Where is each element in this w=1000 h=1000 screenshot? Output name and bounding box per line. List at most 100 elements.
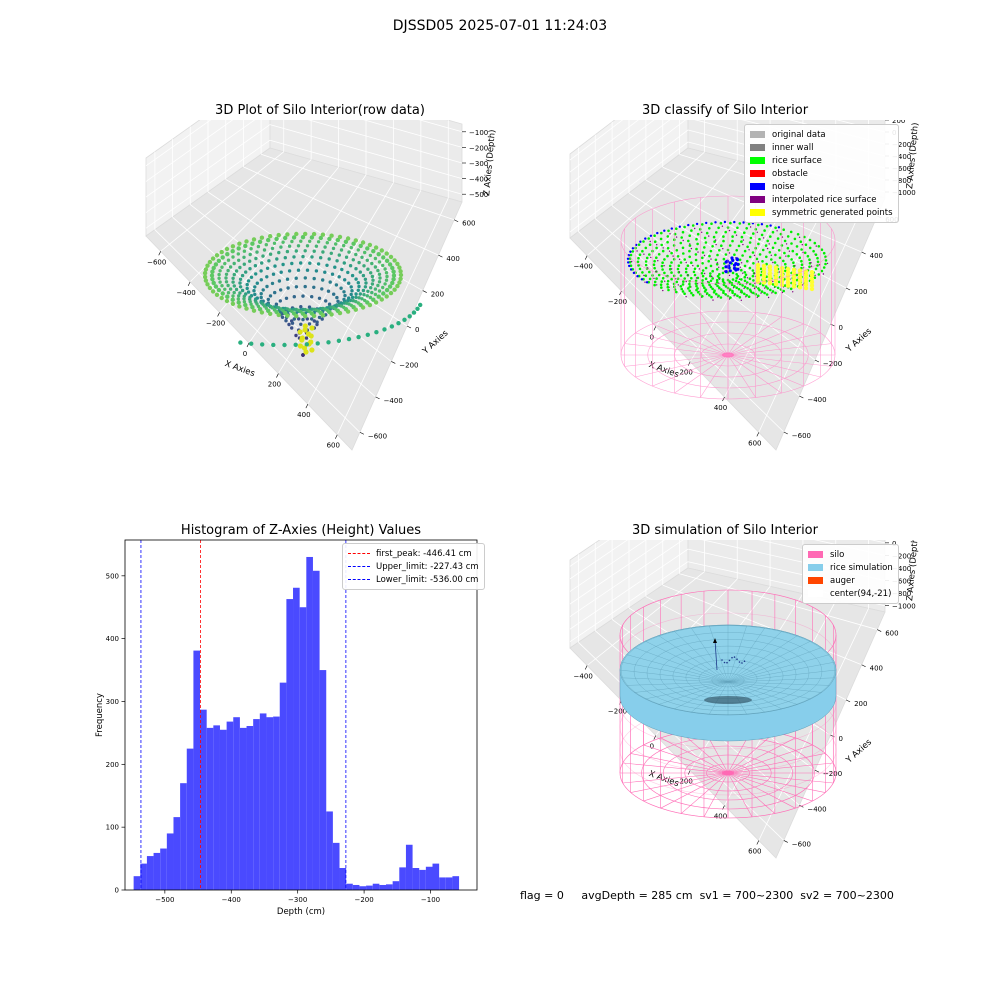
- rice-surface-point: [681, 246, 685, 250]
- classified-points: [626, 220, 829, 358]
- rice-surface-point: [708, 294, 711, 297]
- raw-data-point: [397, 280, 402, 285]
- rice-surface-point: [711, 245, 714, 248]
- symmetric-point: [779, 272, 785, 278]
- interpolated-point: [678, 258, 681, 260]
- rice-surface-point: [720, 244, 723, 247]
- raw-data-point: [224, 272, 229, 276]
- raw-data-point: [244, 270, 248, 274]
- rice-surface-point: [735, 273, 738, 276]
- raw-data-point: [345, 236, 351, 241]
- raw-data-point: [335, 259, 339, 263]
- rice-surface-point: [769, 288, 772, 292]
- raw-data-point: [387, 262, 393, 267]
- raw-data-point: [210, 269, 215, 274]
- raw-data-point: [343, 278, 347, 282]
- rice-surface-point: [652, 263, 656, 266]
- raw-data-point: [308, 339, 314, 345]
- symmetric-point: [785, 280, 791, 285]
- y-tick-label: −600: [792, 840, 811, 848]
- rice-surface-point: [719, 296, 723, 299]
- raw-data-point: [214, 253, 220, 258]
- rice-surface-point: [696, 291, 700, 294]
- rice-surface-point: [759, 267, 763, 271]
- rice-surface-point: [743, 275, 747, 279]
- interpolated-point: [756, 231, 758, 233]
- y-tick-mark: [814, 769, 820, 773]
- raw-data-point: [342, 261, 346, 265]
- histogram-bar: [273, 716, 280, 890]
- symmetric-point: [761, 276, 767, 282]
- rice-surface-point: [822, 266, 826, 269]
- raw-data-point: [326, 289, 331, 293]
- rice-surface-point: [800, 263, 804, 266]
- interpolated-point: [692, 265, 694, 267]
- raw-data-point: [373, 300, 379, 305]
- rice-surface-point: [751, 284, 755, 287]
- raw-data-point: [259, 269, 263, 273]
- legend-swatch: [750, 144, 765, 151]
- interpolated-point: [655, 270, 657, 272]
- raw-data-point: [265, 266, 270, 270]
- rice-surface-point: [661, 268, 664, 271]
- raw-data-point: [254, 272, 258, 276]
- rice-surface-point: [764, 285, 768, 288]
- rice-surface-point: [683, 225, 686, 229]
- raw-data-point: [240, 288, 245, 293]
- raw-data-point: [381, 263, 385, 268]
- rice-surface-point: [722, 291, 725, 294]
- rice-surface-point: [746, 287, 749, 290]
- raw-data-point: [284, 319, 288, 323]
- rice-surface-point: [743, 271, 747, 274]
- raw-data-point: [328, 280, 332, 284]
- rice-surface-point: [779, 232, 783, 236]
- rice-surface-point: [712, 235, 716, 239]
- rice-surface-point: [695, 284, 698, 288]
- histogram-bar: [133, 876, 141, 890]
- y-tick-label: −400: [807, 805, 826, 813]
- rice-surface-point: [765, 293, 769, 296]
- raw-data-point: [333, 265, 337, 269]
- raw-data-point: [327, 257, 331, 261]
- raw-data-point: [382, 327, 387, 332]
- raw-data-point: [285, 313, 290, 318]
- histogram-bar: [439, 877, 446, 890]
- rice-surface-point: [771, 283, 775, 286]
- rice-surface-point: [705, 292, 709, 295]
- raw-data-point: [327, 236, 332, 242]
- rice-surface-point: [791, 249, 795, 253]
- raw-data-point: [211, 280, 216, 286]
- raw-data-point: [377, 272, 382, 276]
- noise-point: [760, 223, 764, 226]
- raw-data-point: [389, 324, 395, 329]
- raw-data-point: [369, 286, 373, 290]
- rice-surface-point: [736, 274, 740, 278]
- raw-data-point: [346, 270, 350, 275]
- legend-line: [348, 566, 370, 567]
- noise-point: [724, 270, 728, 274]
- legend-entry: Lower_limit: -536.00 cm: [348, 573, 479, 586]
- rice-surface-point: [748, 255, 752, 259]
- raw-data-point: [262, 248, 267, 252]
- x-tick-label: −400: [574, 673, 593, 681]
- rice-surface-point: [690, 261, 693, 264]
- raw-data-point: [248, 299, 252, 304]
- rice-surface-point: [761, 260, 764, 263]
- raw-data-point: [308, 261, 312, 265]
- interpolated-point: [764, 287, 766, 289]
- raw-data-point: [354, 252, 358, 257]
- raw-data-point: [342, 243, 346, 248]
- z-tick-label: −200: [892, 141, 911, 149]
- raw-data-point: [361, 273, 366, 278]
- raw-data-point: [238, 291, 242, 295]
- interpolated-point: [772, 261, 774, 264]
- rice-surface-point: [688, 234, 691, 237]
- symmetric-point: [803, 275, 809, 281]
- y-tick-mark: [359, 432, 364, 435]
- raw-data-point: [317, 296, 322, 300]
- auger-point: [726, 661, 728, 664]
- rice-surface-point: [770, 258, 773, 261]
- rice-surface-point: [687, 239, 690, 243]
- rice-surface-point: [708, 283, 711, 287]
- rice-surface-point: [743, 249, 747, 253]
